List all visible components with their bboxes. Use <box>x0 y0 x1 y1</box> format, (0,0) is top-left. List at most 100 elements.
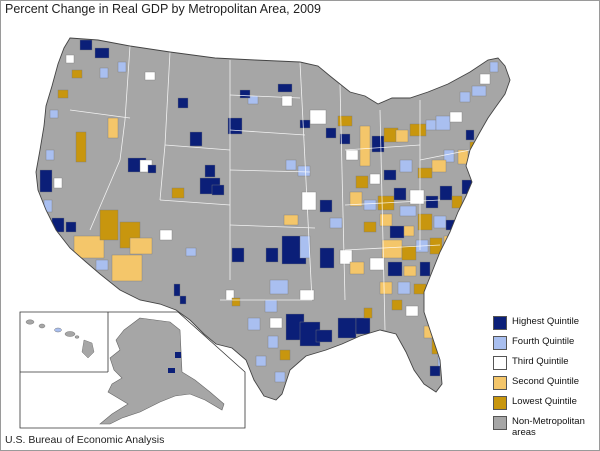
metro-area-fourth <box>297 165 311 177</box>
legend-swatch-fourth <box>493 336 507 350</box>
boundary-line <box>379 109 386 331</box>
metro-area-highest <box>325 127 337 139</box>
metro-area-second <box>73 235 105 259</box>
metro-area-fourth <box>433 215 447 229</box>
metro-area-fourth <box>274 371 286 383</box>
metro-area-lowest <box>391 299 403 311</box>
metro-area-third <box>159 229 173 241</box>
legend-swatch-highest <box>493 316 507 330</box>
boundary-line <box>344 244 441 251</box>
boundary-line <box>344 199 441 206</box>
metro-area-third <box>479 73 491 85</box>
metro-area-highest <box>94 47 110 59</box>
metro-area-highest <box>319 247 335 269</box>
boundary-line <box>299 61 313 301</box>
legend-item-nonmetro: Non-Metropolitan areas <box>493 416 593 446</box>
metro-area-lowest <box>417 213 433 231</box>
metro-area-lowest <box>71 69 83 79</box>
legend-label-lowest: Lowest Quintile <box>512 396 577 407</box>
metro-area-highest <box>299 119 311 129</box>
metro-area-highest <box>179 295 187 305</box>
metro-area-second <box>403 225 415 237</box>
metro-area-highest <box>339 133 351 145</box>
legend-swatch-second <box>493 376 507 390</box>
metro-area-second <box>129 237 153 255</box>
metro-area-second <box>381 239 403 259</box>
metro-area-third <box>369 173 381 185</box>
metro-area-fourth <box>425 119 437 131</box>
metro-area-fourth <box>397 281 411 295</box>
boundary-line <box>344 144 421 151</box>
legend-label-nonmetro: Non-Metropolitan areas <box>512 416 585 438</box>
metro-area-fourth <box>285 159 297 171</box>
metro-area-highest <box>177 97 189 109</box>
metro-area-second <box>349 261 365 275</box>
metro-area-lowest <box>99 209 119 241</box>
legend-label-highest: Highest Quintile <box>512 316 580 327</box>
metro-area-fourth <box>45 149 55 161</box>
boundary-line <box>89 159 121 231</box>
metro-area-highest <box>439 185 453 201</box>
boundary-line <box>69 109 131 119</box>
metro-area-third <box>449 111 463 123</box>
metro-areas <box>39 39 499 383</box>
metro-area-fourth <box>43 199 53 213</box>
metro-area-fourth <box>185 247 197 257</box>
metro-area-lowest <box>363 307 373 319</box>
metro-area-highest <box>461 179 473 195</box>
metro-area-fourth <box>459 91 471 103</box>
metro-area-highest <box>389 225 405 239</box>
metro-area-highest <box>65 221 77 233</box>
metro-area-lowest <box>401 245 417 261</box>
legend-swatch-third <box>493 356 507 370</box>
metro-area-fourth <box>264 299 278 313</box>
metro-area-highest <box>173 283 181 297</box>
metro-area-fourth <box>443 149 455 163</box>
metro-area-highest <box>239 89 251 99</box>
metro-area-fourth <box>435 115 451 131</box>
hawaii <box>25 319 95 359</box>
metro-area-lowest <box>171 187 185 199</box>
metro-area-fourth <box>95 259 109 271</box>
metro-area-fourth <box>299 235 311 259</box>
metro-area-lowest <box>451 195 463 209</box>
metro-area-second <box>379 281 393 295</box>
legend-label-fourth: Fourth Quintile <box>512 336 575 347</box>
metro-area-third <box>65 54 75 64</box>
metro-area-lowest <box>445 371 455 383</box>
metro-area-highest <box>39 169 53 193</box>
metro-area-highest <box>319 199 333 213</box>
metro-area-lowest <box>279 349 291 361</box>
metro-area-lowest <box>429 237 443 255</box>
metro-area-highest <box>211 184 225 196</box>
metro-area-highest <box>465 129 475 141</box>
metro-area-lowest <box>231 297 241 307</box>
metro-area-lowest <box>409 123 427 137</box>
legend-label-second: Second Quintile <box>512 376 580 387</box>
metro-area-lowest <box>57 89 69 99</box>
boundary-line <box>159 199 231 206</box>
metro-area-highest <box>231 247 245 263</box>
boundary-line <box>339 83 346 301</box>
map-title: Percent Change in Real GDP by Metropolit… <box>5 2 321 16</box>
metro-area-fourth <box>247 317 261 331</box>
metro-area-lowest <box>417 167 433 179</box>
metro-area-highest <box>337 317 357 339</box>
metro-area-second <box>403 265 417 277</box>
metro-area-second <box>359 125 371 167</box>
metro-area-highest <box>79 39 93 51</box>
metro-area-highest <box>204 164 216 178</box>
metro-area-fourth <box>399 159 413 173</box>
legend-item-fourth: Fourth Quintile <box>493 336 593 356</box>
metro-area-highest <box>355 317 371 335</box>
boundary-line <box>229 94 301 99</box>
metro-area-fourth <box>255 355 267 367</box>
legend-swatch-nonmetro <box>493 416 507 430</box>
legend-item-third: Third Quintile <box>493 356 593 376</box>
metro-area-fourth <box>399 205 417 217</box>
boundary-line <box>164 144 231 151</box>
metro-area-fourth <box>431 311 443 329</box>
metro-area-lowest <box>451 243 461 255</box>
boundary-line <box>119 45 131 161</box>
legend-item-lowest: Lowest Quintile <box>493 396 593 416</box>
